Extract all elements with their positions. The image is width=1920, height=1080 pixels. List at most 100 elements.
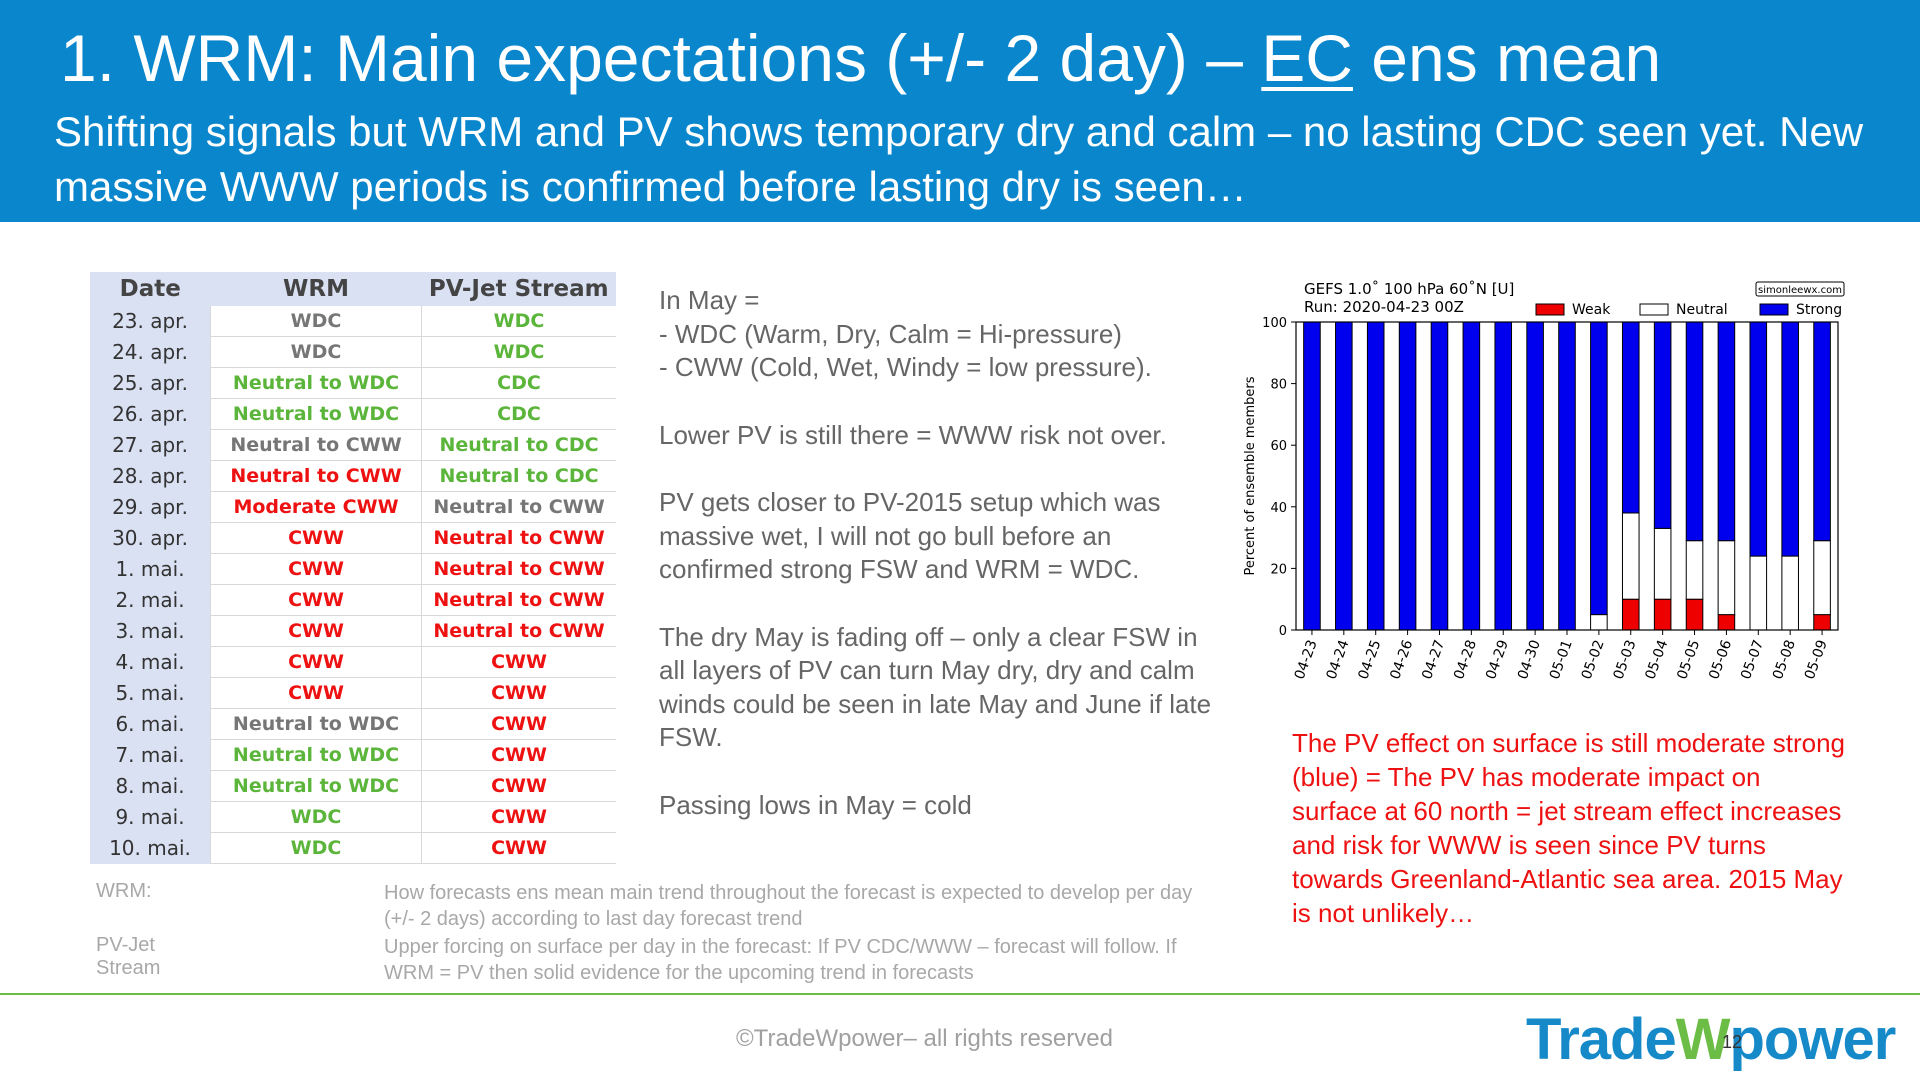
y-tick-label: 60 [1270, 439, 1287, 454]
row-pv: CWW [421, 801, 616, 833]
table-row: 27. apr. Neutral to CWW Neutral to CDC [90, 429, 616, 461]
chart-bar-weak [1653, 598, 1672, 631]
x-tick-label: 05-08 [1770, 638, 1799, 682]
header-banner: 1. WRM: Main expectations (+/- 2 day) – … [0, 0, 1920, 222]
row-date: 29. apr. [90, 491, 211, 523]
row-wrm: Neutral to CWW [210, 429, 422, 461]
chart-bar-strong [1398, 321, 1417, 631]
row-date: 24. apr. [90, 336, 211, 368]
row-wrm: CWW [210, 522, 422, 554]
row-pv: Neutral to CWW [421, 584, 616, 616]
table-row: 26. apr. Neutral to WDC CDC [90, 398, 616, 430]
logo-w: W [1675, 1007, 1731, 1072]
row-pv: CDC [421, 398, 616, 430]
row-wrm: WDC [210, 832, 422, 864]
table-row: 6. mai. Neutral to WDC CWW [90, 708, 616, 740]
row-pv: Neutral to CWW [421, 553, 616, 585]
chart-bar-strong [1366, 321, 1385, 631]
row-date: 26. apr. [90, 398, 211, 430]
table-row: 23. apr. WDC WDC [90, 306, 616, 337]
row-wrm: Neutral to WDC [210, 367, 422, 399]
chart-bar-strong [1526, 321, 1544, 631]
chart-bar-neutral [1717, 540, 1736, 616]
row-date: 6. mai. [90, 708, 211, 740]
row-wrm: WDC [210, 801, 422, 833]
x-tick-label: 05-01 [1547, 638, 1576, 682]
x-tick-label: 04-29 [1483, 638, 1512, 682]
table-header-row: Date WRM PV-Jet Stream [90, 272, 616, 306]
y-tick-label: 0 [1279, 624, 1287, 639]
row-pv: Neutral to CWW [421, 615, 616, 647]
title-underlined: EC [1261, 21, 1353, 95]
table-row: 30. apr. CWW Neutral to CWW [90, 522, 616, 554]
watermark: simonleewx.com [1758, 285, 1842, 296]
chart-title: GEFS 1.0˚ 100 hPa 60˚N [U] [1304, 280, 1514, 298]
chart-bar-strong [1335, 321, 1353, 631]
table-row: 1. mai. CWW Neutral to CWW [90, 553, 616, 585]
table-row: 2. mai. CWW Neutral to CWW [90, 584, 616, 616]
chart-bar-neutral [1781, 555, 1799, 631]
legend-swatch [1759, 303, 1789, 316]
chart-bar-neutral [1621, 512, 1640, 600]
definition-text: How forecasts ens mean main trend throug… [384, 882, 1193, 930]
x-tick-label: 04-27 [1419, 638, 1448, 682]
watermark-box [1755, 281, 1845, 297]
y-tick-label: 20 [1270, 562, 1287, 577]
tradewpower-logo: TradeWpower [1526, 1006, 1896, 1073]
row-pv: CWW [421, 677, 616, 709]
chart-bar-weak [1621, 598, 1640, 631]
chart-bar-strong [1558, 321, 1576, 631]
copyright: ©TradeWpower– all rights reserved [736, 1025, 1113, 1052]
legend-label: Weak [1572, 302, 1611, 318]
table-row: 4. mai. CWW CWW [90, 646, 616, 678]
row-wrm: Neutral to WDC [210, 398, 422, 430]
table-row: 7. mai. Neutral to WDC CWW [90, 739, 616, 771]
table-row: 3. mai. CWW Neutral to CWW [90, 615, 616, 647]
row-wrm: CWW [210, 615, 422, 647]
x-tick-label: 04-28 [1451, 638, 1480, 682]
row-pv: WDC [421, 336, 616, 368]
y-tick-label: 40 [1270, 501, 1287, 516]
note-paragraph: In May = - WDC (Warm, Dry, Calm = Hi-pre… [659, 285, 1152, 382]
chart-bar-strong [1717, 321, 1736, 542]
row-date: 7. mai. [90, 739, 211, 771]
title-suffix: ens mean [1352, 21, 1662, 95]
chart-bar-weak [1813, 614, 1831, 631]
chart-bar-neutral [1749, 555, 1768, 631]
chart-bar-strong [1303, 321, 1321, 631]
note-paragraph: The dry May is fading off – only a clear… [659, 621, 1212, 753]
row-date: 9. mai. [90, 801, 211, 833]
chart-bar-strong [1749, 321, 1768, 557]
title-text: 1. WRM: Main expectations (+/- 2 day) – [60, 21, 1262, 95]
y-axis-label: Percent of ensemble members [1243, 376, 1258, 575]
x-tick-label: 04-24 [1324, 638, 1353, 682]
pv-effect-note: The PV effect on surface is still modera… [1292, 728, 1846, 928]
note-paragraph: Lower PV is still there = WWW risk not o… [659, 419, 1167, 450]
table-row: 24. apr. WDC WDC [90, 336, 616, 368]
x-tick-label: 04-25 [1356, 638, 1385, 682]
chart-bar-neutral [1685, 540, 1704, 600]
legend-label: Neutral [1676, 302, 1728, 318]
definition-text: Upper forcing on surface per day in the … [384, 936, 1177, 984]
note-paragraph: Passing lows in May = cold [659, 789, 972, 820]
row-pv: Neutral to CDC [421, 460, 616, 492]
chart-bar-strong [1781, 321, 1799, 557]
table-body: 23. apr. WDC WDC 24. apr. WDC WDC 25. apr. Neut… [90, 306, 616, 864]
y-tick-label: 100 [1262, 316, 1287, 331]
row-date: 2. mai. [90, 584, 211, 616]
row-date: 27. apr. [90, 429, 211, 461]
legend-swatch [1535, 303, 1565, 316]
row-pv: WDC [421, 306, 616, 337]
row-date: 8. mai. [90, 770, 211, 802]
slide-subtitle: Shifting signals but WRM and PV shows te… [54, 108, 1864, 210]
row-date: 1. mai. [90, 553, 211, 585]
chart-bar-strong [1590, 321, 1608, 616]
header-wrm: WRM [210, 272, 422, 306]
row-pv: CWW [421, 770, 616, 802]
x-tick-label: 05-07 [1738, 638, 1767, 682]
row-wrm: CWW [210, 553, 422, 585]
row-pv: CWW [421, 739, 616, 771]
row-wrm: Neutral to WDC [210, 739, 422, 771]
row-wrm: Neutral to CWW [210, 460, 422, 492]
row-date: 30. apr. [90, 522, 211, 554]
